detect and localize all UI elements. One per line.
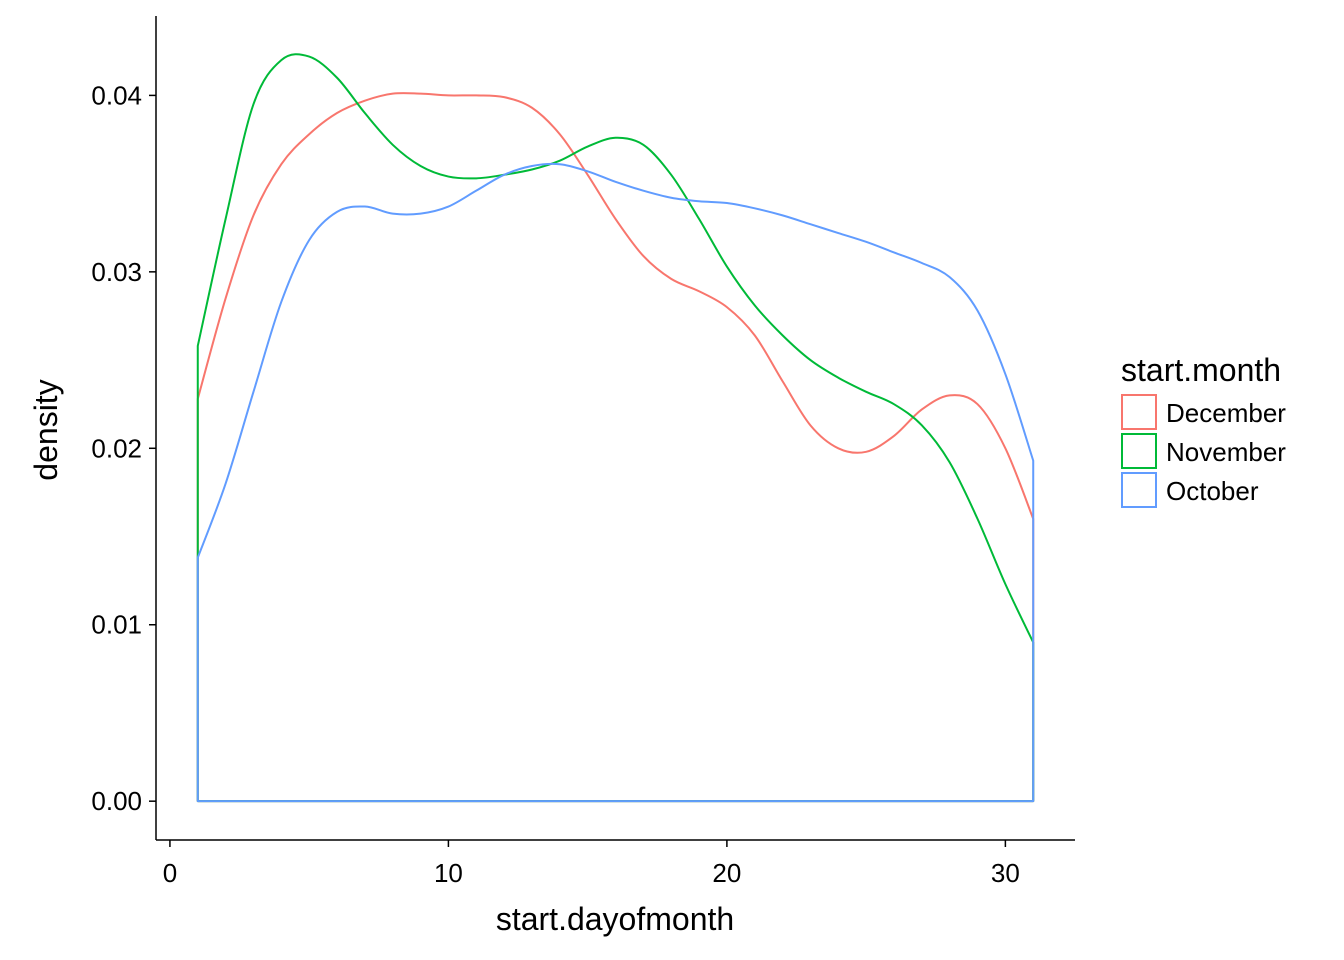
y-tick-label: 0.03	[91, 257, 142, 287]
legend-label-november: November	[1166, 437, 1286, 467]
density-curve-october	[196, 162, 1035, 803]
y-tick-label: 0.04	[91, 80, 142, 110]
x-tick-label: 30	[991, 858, 1020, 888]
x-tick-label: 10	[434, 858, 463, 888]
legend-key-november	[1121, 433, 1157, 469]
density-curve-november	[196, 53, 1035, 803]
legend-key-december	[1121, 394, 1157, 430]
legend-title: start.month	[1121, 352, 1281, 388]
x-tick-label: 20	[712, 858, 741, 888]
x-tick-label: 0	[163, 858, 177, 888]
y-tick-label: 0.02	[91, 433, 142, 463]
density-curves	[196, 53, 1035, 803]
y-axis-ticks: 0.00 0.01 0.02 0.03 0.04	[91, 80, 156, 816]
legend: start.month December November October	[1121, 352, 1286, 508]
y-tick-label: 0.01	[91, 610, 142, 640]
legend-key-october	[1121, 472, 1157, 508]
y-tick-label: 0.00	[91, 786, 142, 816]
axes: 0.00 0.01 0.02 0.03 0.04 0 10 20 30	[91, 16, 1075, 888]
x-axis-title: start.dayofmonth	[496, 901, 734, 937]
legend-label-december: December	[1166, 398, 1286, 428]
y-axis-title: density	[28, 379, 64, 480]
density-curve-december	[196, 92, 1035, 803]
legend-label-october: October	[1166, 476, 1259, 506]
x-axis-ticks: 0 10 20 30	[163, 840, 1020, 888]
